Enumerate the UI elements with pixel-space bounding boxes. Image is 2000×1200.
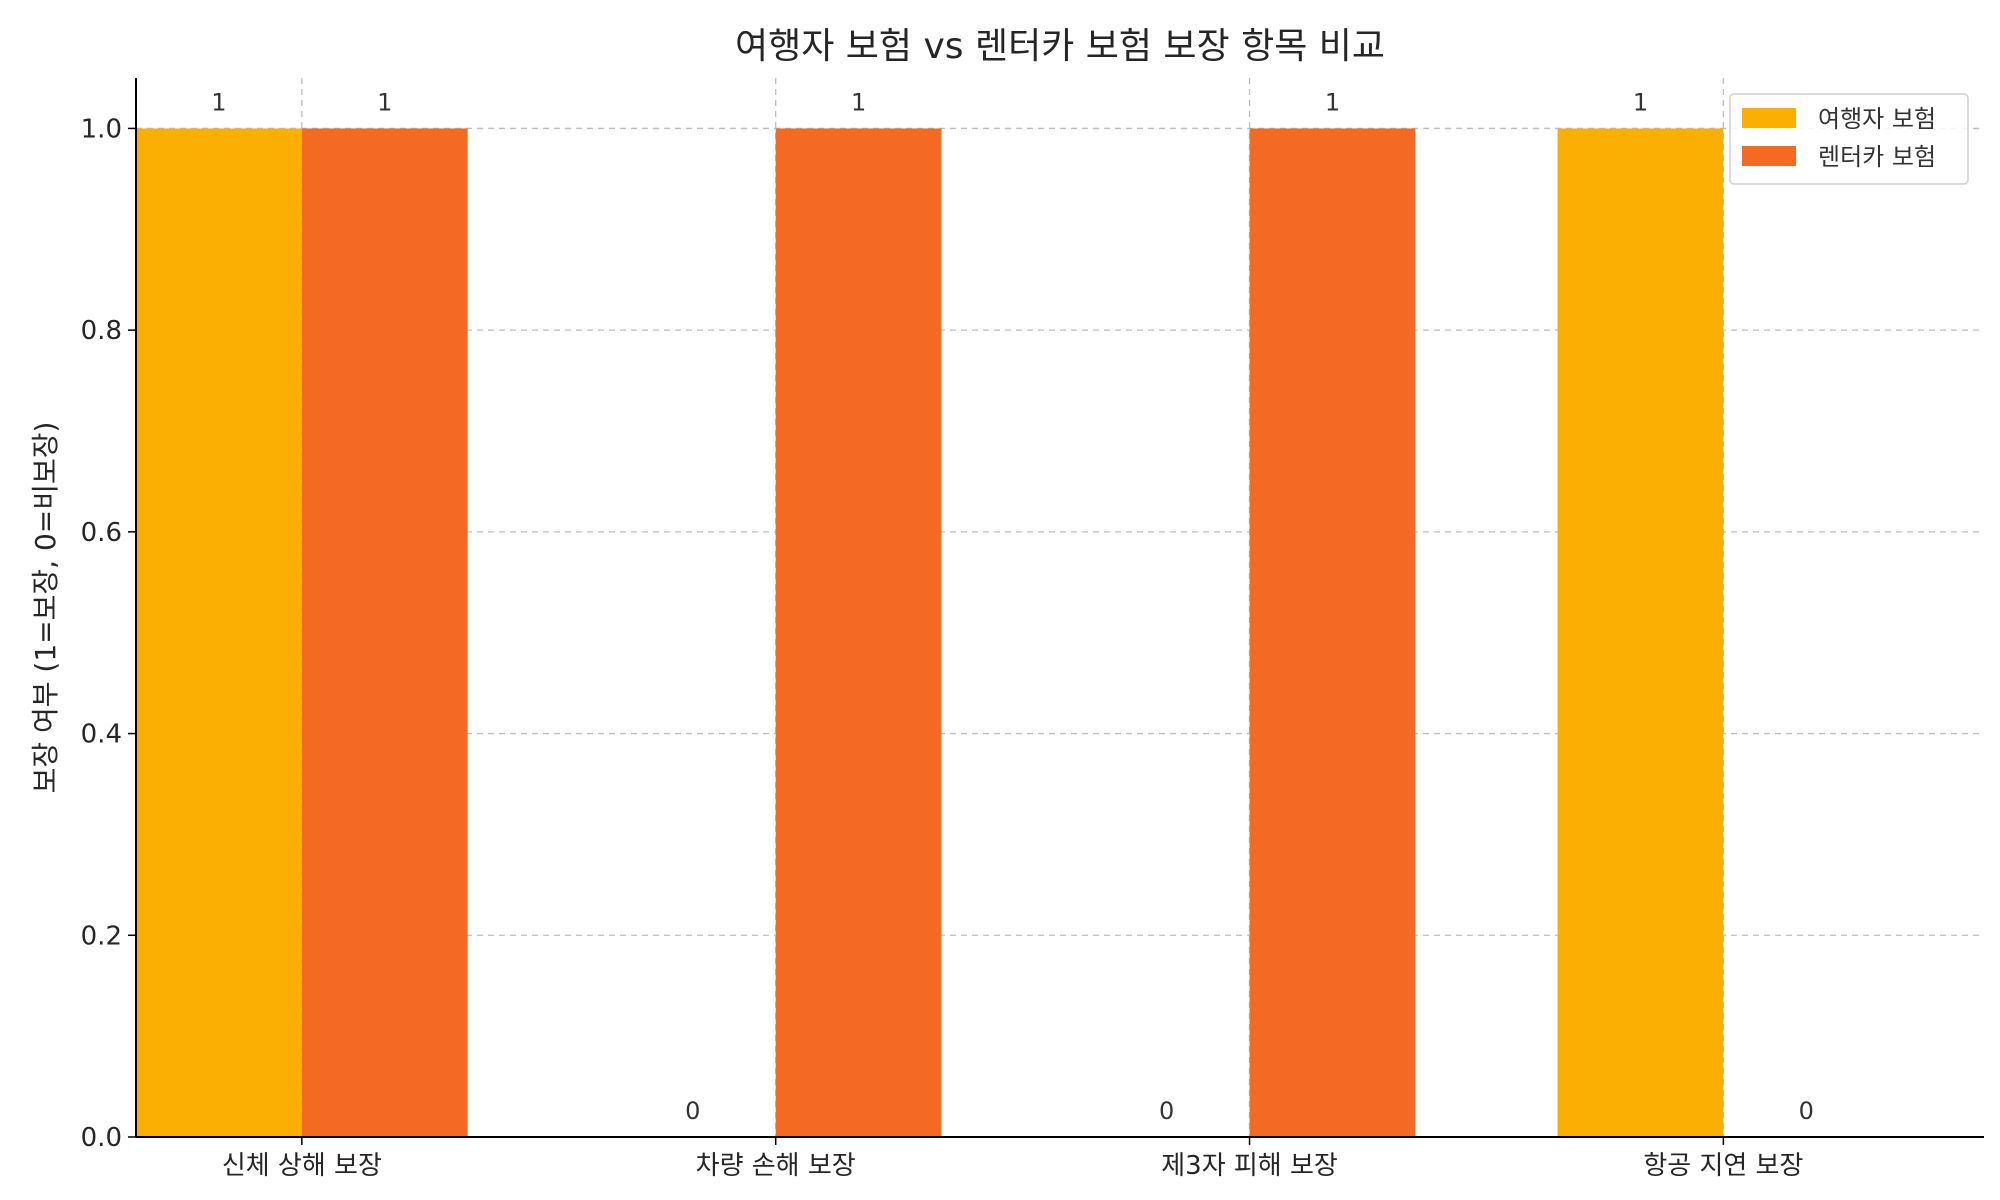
x-tick-label: 신체 상해 보장: [222, 1151, 382, 1181]
legend-entry-label: 여행자 보험: [1818, 105, 1936, 133]
bar: [1249, 128, 1416, 1137]
y-tick-label: 0.2: [81, 921, 122, 951]
bar-value-label: 0: [1799, 1097, 1814, 1125]
y-tick-label: 0.8: [81, 316, 122, 346]
x-tick-label: 차량 손해 보장: [696, 1151, 856, 1181]
bar: [301, 128, 468, 1137]
bar-value-label: 1: [377, 88, 392, 116]
bar: [775, 128, 942, 1137]
y-axis-label: 보장 여부 (1=보장, 0=비보장): [29, 422, 62, 794]
y-tick-label: 1.0: [81, 114, 122, 144]
bar: [1557, 128, 1724, 1137]
bar-value-label: 1: [851, 88, 866, 116]
bar-value-label: 0: [1159, 1097, 1174, 1125]
bars-layer: [136, 128, 1724, 1137]
y-tick-label: 0.0: [81, 1123, 122, 1153]
bar-value-label: 1: [1633, 88, 1648, 116]
bar-labels-layer: 1 0 0 1 1 1 1 0: [211, 88, 1814, 1125]
bar: [136, 128, 302, 1137]
bar-value-label: 0: [685, 1097, 700, 1125]
y-tick-label: 0.4: [81, 720, 122, 750]
y-tick-label: 0.6: [81, 518, 122, 548]
x-tick-label: 항공 지연 보장: [1643, 1151, 1803, 1181]
legend-swatch: [1742, 146, 1796, 166]
axes-layer: 0.0 0.2 0.4 0.6 0.8 1.0 신체 상해 보장 차량 손해 보장 제3자 피해…: [81, 78, 1984, 1181]
legend-swatch: [1742, 108, 1796, 128]
x-tick-label: 제3자 피해 보장: [1161, 1151, 1338, 1181]
bar-value-label: 1: [1325, 88, 1340, 116]
chart-title: 여행자 보험 vs 렌터카 보험 보장 항목 비교: [735, 26, 1385, 67]
legend-entry-label: 렌터카 보험: [1818, 143, 1936, 171]
bar-value-label: 1: [211, 88, 226, 116]
